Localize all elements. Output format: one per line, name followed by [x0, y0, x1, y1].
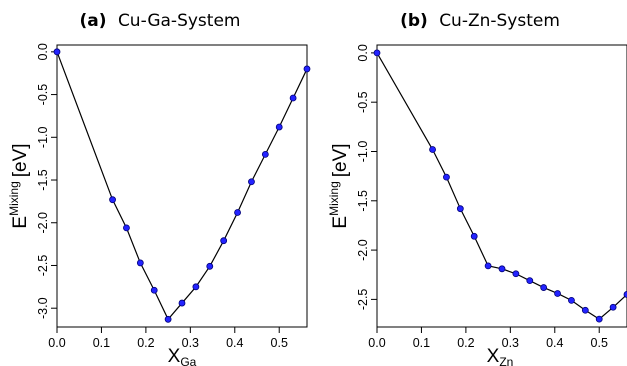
panel-b-series-line: [376, 52, 627, 320]
panel-b-x-tick-label: 0.4: [546, 336, 563, 350]
panel-b-y-label: EMixing [eV]: [327, 143, 351, 228]
panel-a-data-point: [234, 209, 241, 216]
panel-a-data-point: [164, 315, 172, 323]
panel-b-x-tick-label: 0.3: [502, 336, 519, 350]
panel-b-x-tick-label: 0.0: [368, 336, 385, 350]
panel-a-data-point: [261, 150, 269, 158]
panel-b-x-tick-label: 0.1: [413, 336, 430, 350]
panel-b-x-tick-label: 0.2: [457, 336, 474, 350]
panel-b-x-label: XZn: [487, 346, 514, 366]
panel-b-x-axis: 0.0 0.1 0.2 0.3 0.4 0.5: [368, 327, 608, 350]
panel-b-plot-frame: [376, 44, 627, 328]
panel-b-data-point: [623, 291, 627, 298]
panel-b-y-tick-label: -1.5: [356, 190, 370, 212]
panel-b-x-tick-label: 0.5: [591, 336, 608, 350]
panel-b-data-point: [512, 270, 520, 278]
panel-b-data-point: [595, 315, 603, 323]
panel-b-y-tick-label: -0.5: [356, 91, 370, 113]
panel-b-x-label-sub: Zn: [499, 355, 513, 366]
panel-b-data-point: [609, 303, 617, 311]
panel-a-data-point: [192, 283, 200, 291]
panel-b-y-tick-label: 0.0: [356, 44, 370, 61]
panel-a-data-point: [275, 123, 283, 131]
panel-a-data-point: [206, 262, 214, 270]
panel-b-data-point: [554, 290, 561, 297]
panel-b-data-point: [429, 146, 436, 153]
panel-a-data-point: [123, 224, 130, 232]
panel-a-series-line: [56, 51, 308, 321]
panel-a-data-point: [220, 237, 228, 245]
panel-b-y-label-main: E: [330, 216, 351, 229]
panel-b-series: [373, 49, 627, 323]
panel-b-data-point: [581, 306, 589, 314]
panel-a-x-label: XGa: [168, 346, 197, 366]
panel-b-data-point: [526, 277, 534, 285]
panel-a-plot-frame: [56, 44, 308, 328]
panel-a-x-tick-label: 0.5: [271, 336, 288, 350]
panel-b-y-label-sup: Mixing: [327, 181, 341, 216]
panel-a-y-label-main: E: [10, 216, 31, 229]
panel-a-x-tick-label: 0.0: [48, 336, 65, 350]
panel-b-y-tick-label: -2.0: [356, 239, 370, 261]
panel-b-label: (b): [400, 11, 428, 31]
panel-a-x-tick-label: 0.2: [137, 336, 154, 350]
panel-b-title-text: Cu-Zn-System: [439, 11, 560, 31]
panel-a-data-point: [248, 178, 255, 186]
panel-b-y-tick-label: -1.0: [356, 141, 370, 163]
panel-b-y-axis: 0.0 -0.5 -1.0 -1.5 -2.0 -2.5: [356, 44, 377, 310]
panel-a-y-tick-label: -2.5: [36, 255, 50, 277]
panel-b-y-tick-label: -2.5: [356, 289, 370, 311]
panel-a-x-axis: 0.0 0.1 0.2 0.3 0.4 0.5: [48, 327, 288, 350]
panel-a-x-tick-label: 0.4: [226, 336, 243, 350]
panel-a-data-point: [136, 259, 144, 267]
panel-a-y-label: EMixing [eV]: [7, 143, 31, 228]
panel-a-data-point: [303, 65, 311, 73]
panel-a-y-tick-label: 0.0: [36, 43, 50, 60]
panel-a-x-label-sub: Ga: [180, 355, 196, 366]
panel-b-data-point: [540, 284, 548, 291]
panel-a-data-point: [53, 48, 61, 56]
panel-a-y-label-unit: [eV]: [10, 143, 31, 177]
panel-a-data-point: [150, 286, 158, 294]
panel-a-data-point: [178, 299, 186, 307]
panel-b-data-point: [484, 262, 492, 270]
panel-b-data-point: [470, 232, 478, 240]
panel-a-y-tick-label: -3.0: [36, 297, 50, 319]
panel-a-x-tick-label: 0.1: [93, 336, 110, 350]
panel-a-data-point: [109, 196, 116, 204]
panel-b-title: (b) Cu-Zn-System: [400, 11, 560, 31]
panel-b-data-point: [498, 265, 506, 273]
panel-a-y-label-sup: Mixing: [7, 181, 21, 216]
panel-b-x-label-main: X: [487, 346, 500, 366]
panel-b-y-label-unit: [eV]: [330, 143, 351, 177]
panel-a-series: [53, 48, 311, 323]
panel-b-data-point: [568, 296, 575, 304]
panel-a-y-tick-label: -1.5: [36, 169, 50, 191]
panel-a-x-tick-label: 0.3: [182, 336, 199, 350]
panel-b-data-point: [456, 205, 464, 213]
panel-a-y-tick-label: -2.0: [36, 212, 50, 234]
panel-a-data-point: [289, 94, 297, 102]
panel-cu-ga: (a) Cu-Ga-System 0.0 0.1 0.2 0.3 0.4 0.5 0.0 -…: [7, 11, 311, 366]
panel-b-data-point: [373, 49, 381, 57]
panel-a-x-label-main: X: [168, 346, 181, 366]
panel-a-y-tick-label: -0.5: [36, 84, 50, 106]
panel-a-label: (a): [80, 11, 107, 31]
panel-cu-zn: (b) Cu-Zn-System 0.0 0.1 0.2 0.3 0.4 0.5 0.0 -…: [327, 11, 627, 366]
panel-a-title-text: Cu-Ga-System: [118, 11, 241, 31]
panel-a-title: (a) Cu-Ga-System: [80, 11, 241, 31]
panel-a-y-tick-label: -1.0: [36, 126, 50, 148]
panel-a-y-axis: 0.0 -0.5 -1.0 -1.5 -2.0 -2.5 -3.0: [36, 43, 57, 319]
panel-b-data-point: [443, 173, 450, 181]
